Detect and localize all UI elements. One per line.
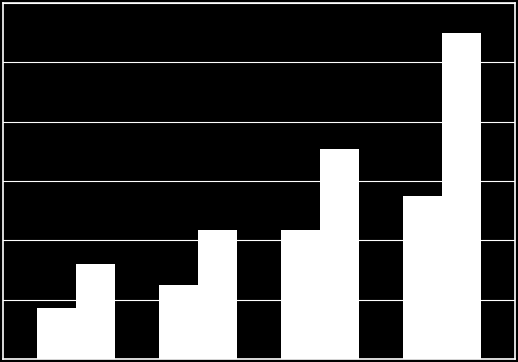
Bar bbox=[442, 33, 481, 359]
Bar bbox=[403, 196, 442, 359]
Bar bbox=[76, 264, 115, 359]
Bar bbox=[159, 285, 198, 359]
Bar bbox=[198, 230, 237, 359]
Bar bbox=[281, 230, 320, 359]
Bar bbox=[37, 308, 76, 359]
Bar bbox=[320, 149, 359, 359]
